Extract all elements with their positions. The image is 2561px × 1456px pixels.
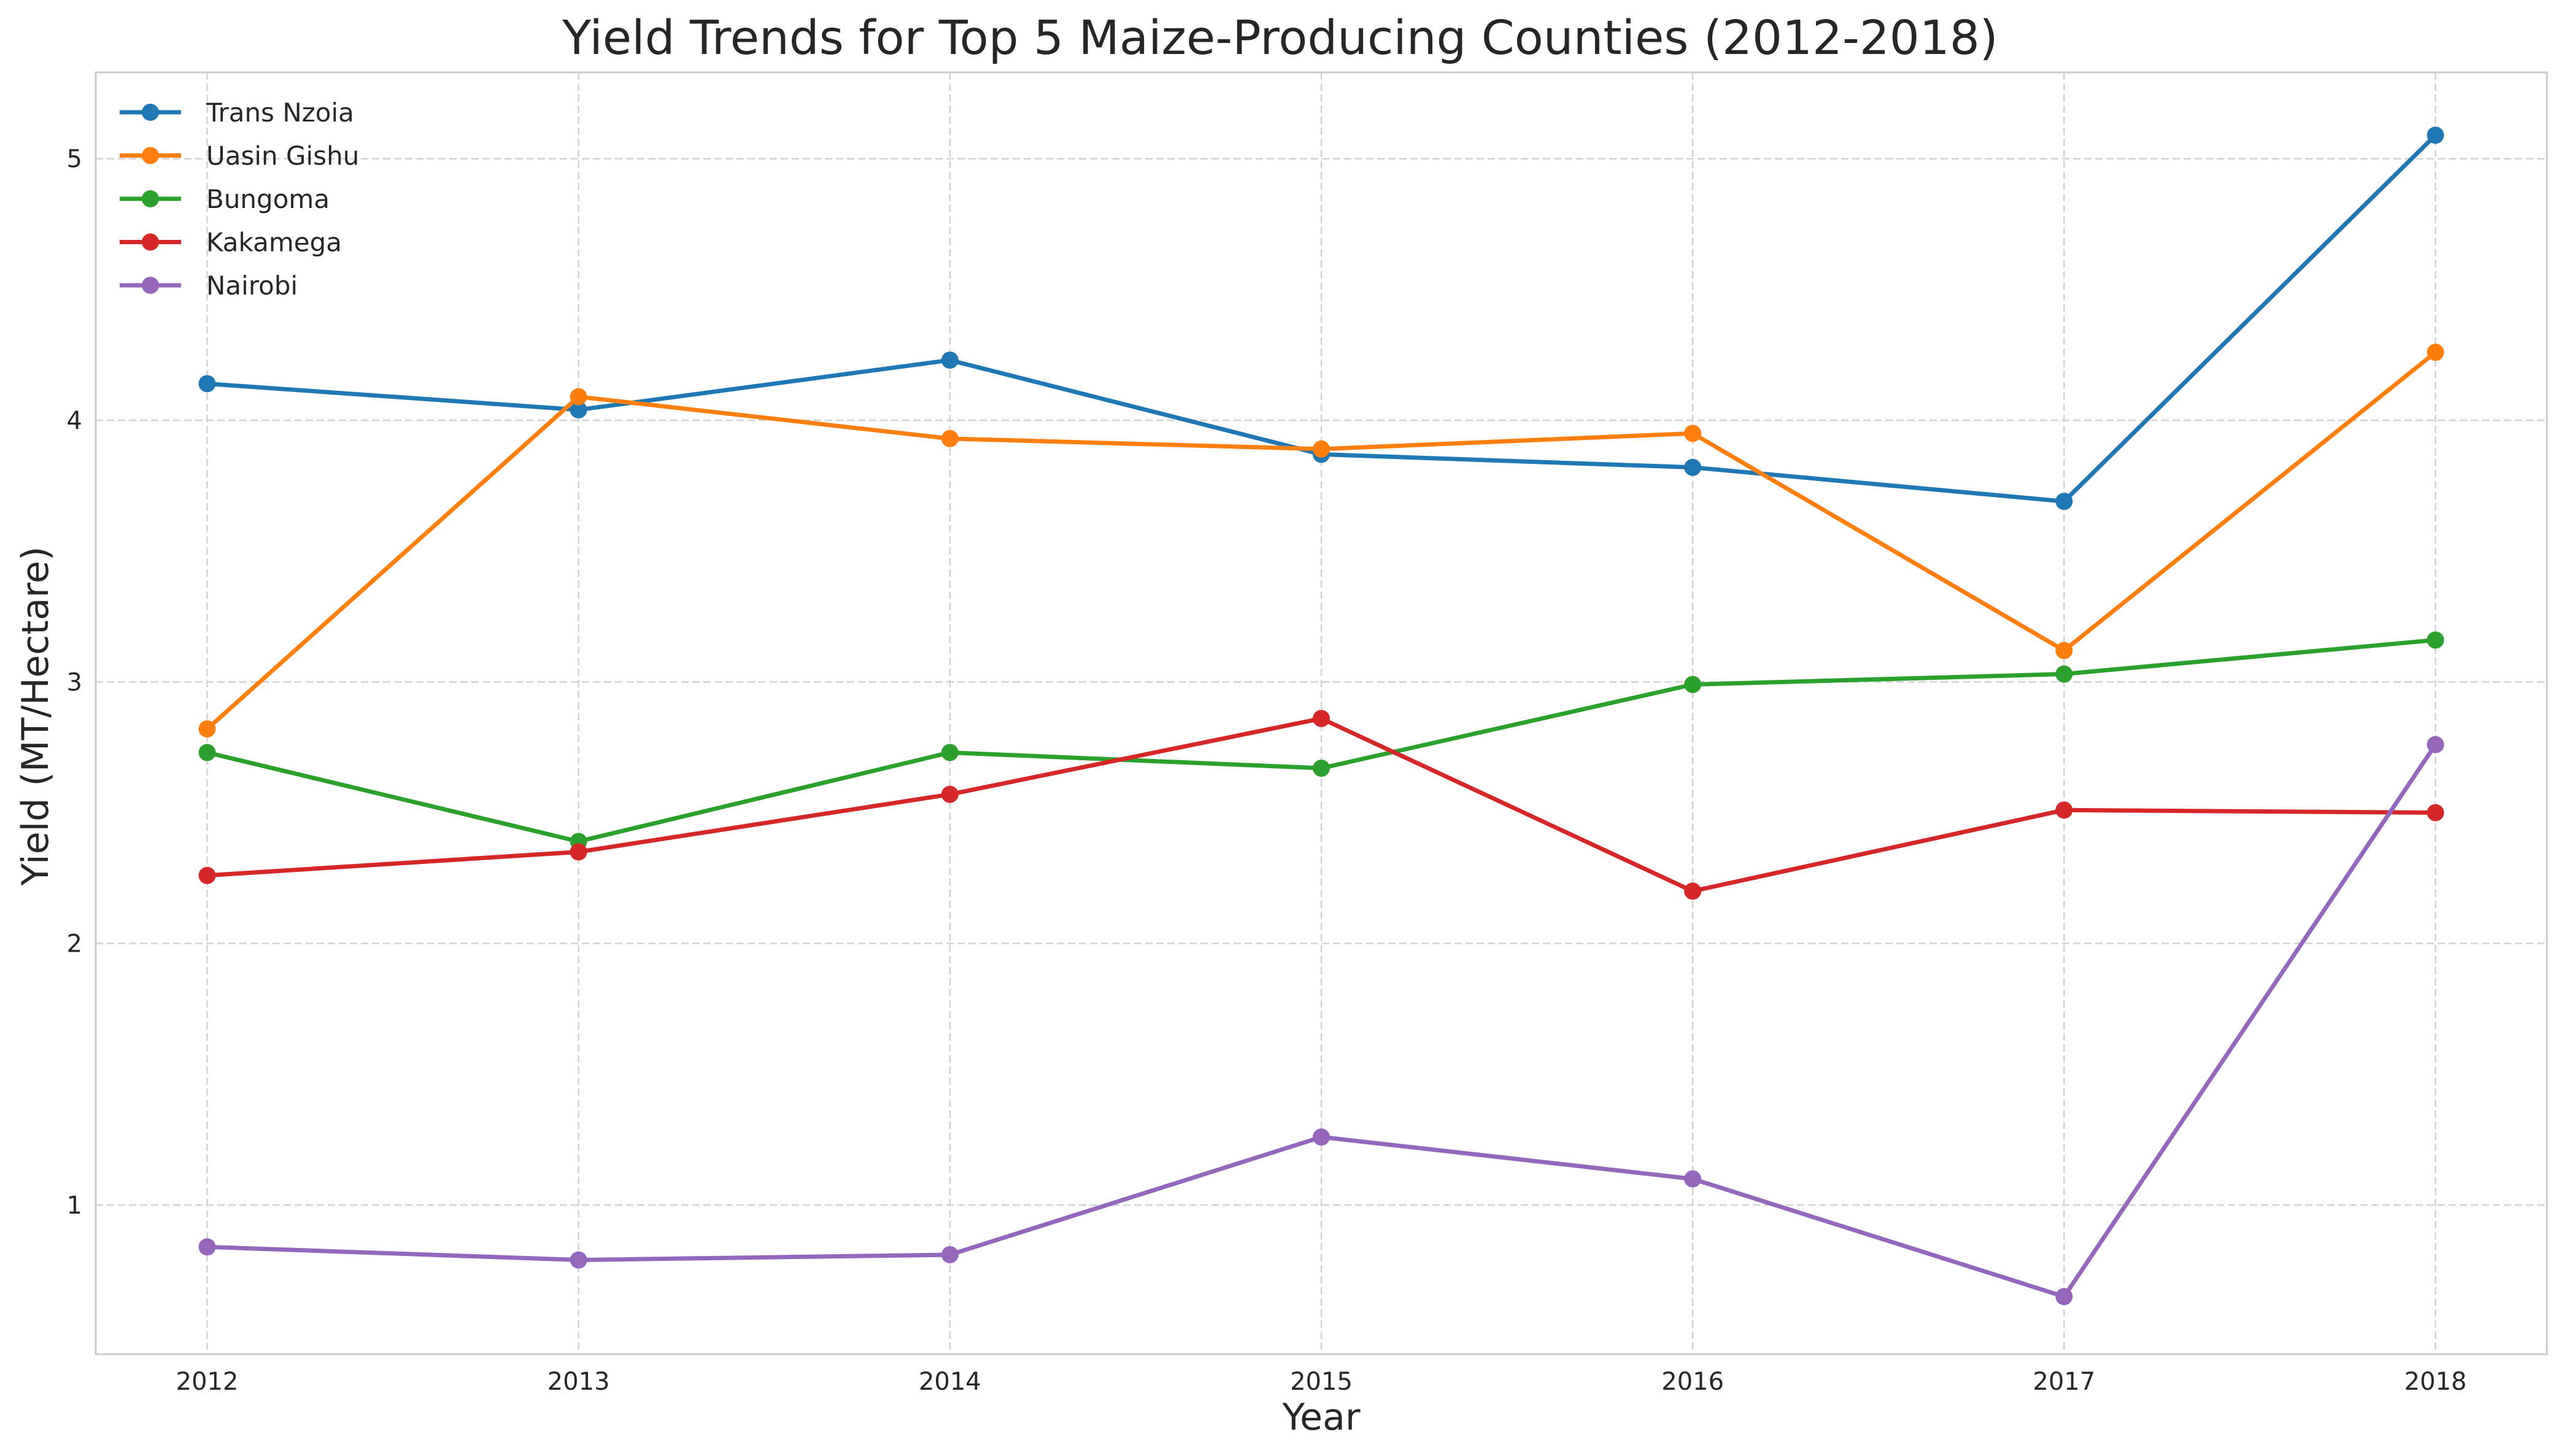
x-tick-label: 2016 [1661, 1368, 1724, 1396]
legend-label: Uasin Gishu [206, 141, 359, 171]
data-point-kakamega [570, 843, 587, 861]
y-tick-label: 4 [67, 407, 82, 435]
x-tick-label: 2017 [2033, 1368, 2095, 1396]
legend-label: Kakamega [206, 228, 342, 258]
legend-item-trans-nzoia: Trans Nzoia [120, 98, 354, 128]
legend-marker [142, 277, 159, 294]
x-axis-ticks: 2012 2013 2014 2015 2016 2017 2018 [176, 1368, 2467, 1396]
data-point-bungoma [2055, 665, 2073, 683]
legend-marker [142, 190, 159, 207]
y-tick-label: 2 [67, 930, 82, 958]
data-point-uasin-gishu [198, 720, 216, 738]
legend-item-kakamega: Kakamega [120, 228, 342, 258]
data-point-uasin-gishu [941, 429, 959, 447]
series-group [198, 126, 2444, 1306]
data-point-bungoma [2427, 631, 2444, 649]
data-point-trans-nzoia [941, 351, 959, 369]
data-point-bungoma [941, 744, 959, 761]
legend-item-nairobi: Nairobi [120, 271, 298, 301]
series-bungoma [198, 631, 2444, 850]
data-point-nairobi [2055, 1288, 2073, 1306]
data-point-uasin-gishu [570, 388, 587, 406]
data-point-bungoma [1684, 676, 1702, 693]
series-uasin-gishu [198, 344, 2444, 738]
x-tick-label: 2015 [1290, 1368, 1353, 1396]
x-tick-label: 2012 [176, 1368, 239, 1396]
data-point-kakamega [1684, 882, 1702, 900]
data-point-kakamega [2427, 804, 2444, 822]
data-point-nairobi [570, 1251, 587, 1269]
data-point-kakamega [941, 785, 959, 803]
data-point-uasin-gishu [2427, 344, 2444, 361]
y-tick-label: 5 [67, 145, 82, 174]
data-point-kakamega [198, 866, 216, 884]
legend-item-uasin-gishu: Uasin Gishu [120, 141, 359, 171]
legend-label: Trans Nzoia [206, 98, 354, 128]
data-point-trans-nzoia [570, 401, 587, 418]
data-point-uasin-gishu [1684, 425, 1702, 442]
series-kakamega [198, 710, 2444, 900]
legend: Trans Nzoia Uasin Gishu Bungoma Kakamega Nai… [120, 98, 359, 301]
legend-label: Bungoma [206, 184, 330, 214]
plot-area-frame [95, 71, 2548, 1355]
data-point-bungoma [198, 744, 216, 761]
data-point-nairobi [941, 1246, 959, 1263]
x-tick-label: 2014 [919, 1368, 981, 1396]
data-point-kakamega [1313, 710, 1330, 728]
y-axis-ticks: 1 2 3 4 5 [67, 145, 82, 1220]
legend-marker [142, 233, 159, 251]
x-tick-label: 2018 [2405, 1368, 2467, 1396]
data-point-nairobi [2427, 736, 2444, 753]
data-point-nairobi [1684, 1170, 1702, 1188]
y-tick-label: 1 [67, 1192, 82, 1220]
y-tick-label: 3 [67, 668, 82, 696]
chart-title: Yield Trends for Top 5 Maize-Producing C… [562, 11, 1998, 66]
data-point-nairobi [198, 1238, 216, 1256]
series-nairobi [198, 736, 2444, 1306]
data-point-bungoma [1313, 760, 1330, 777]
data-point-kakamega [2055, 801, 2073, 819]
legend-item-bungoma: Bungoma [120, 184, 330, 214]
data-point-uasin-gishu [2055, 642, 2073, 660]
data-point-trans-nzoia [1684, 458, 1702, 476]
data-point-uasin-gishu [1313, 440, 1330, 458]
data-point-trans-nzoia [2055, 493, 2073, 510]
data-point-nairobi [1313, 1128, 1330, 1146]
x-axis-title: Year [1281, 1396, 1360, 1439]
legend-marker [142, 147, 159, 164]
data-point-trans-nzoia [2427, 126, 2444, 144]
x-tick-label: 2013 [547, 1368, 610, 1396]
y-axis-title: Yield (MT/Hectare) [14, 547, 57, 887]
legend-marker [142, 104, 159, 121]
legend-label: Nairobi [206, 271, 298, 301]
data-point-trans-nzoia [198, 375, 216, 393]
